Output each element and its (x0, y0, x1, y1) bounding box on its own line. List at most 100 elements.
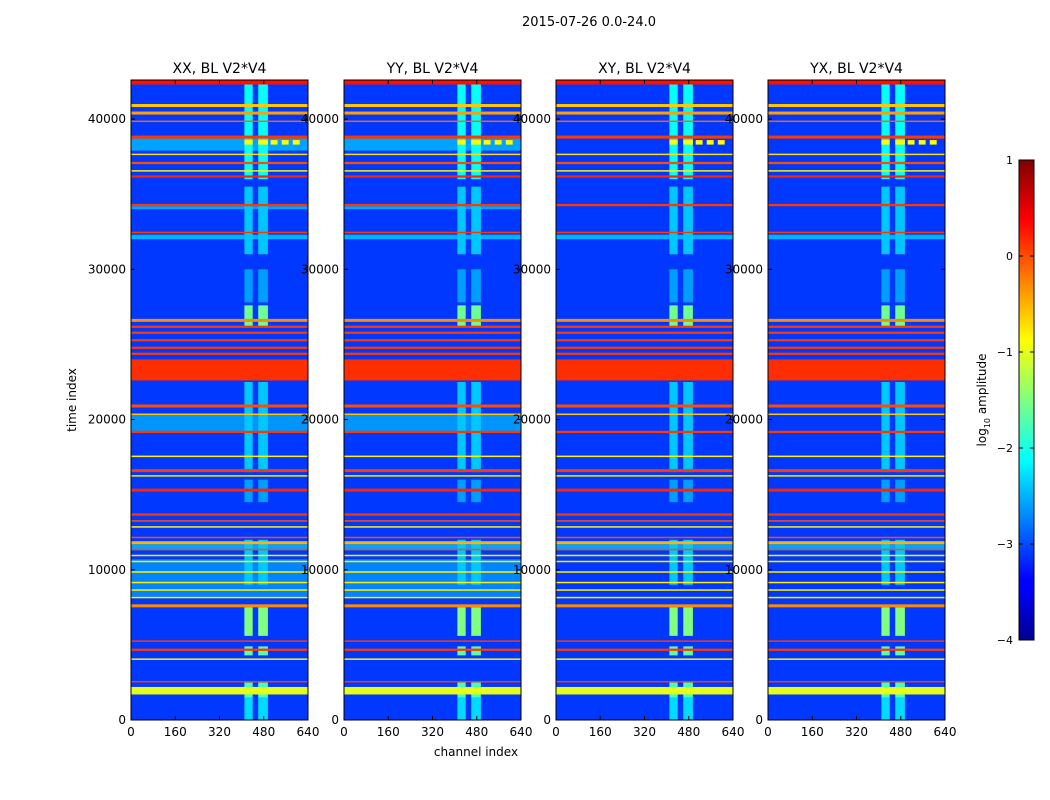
rfi-segment (457, 539, 466, 585)
rfi-row (556, 648, 733, 651)
rfi-segment (881, 305, 890, 327)
y-tick-label: 0 (118, 713, 126, 727)
rfi-row (768, 548, 945, 551)
rfi-segment (683, 186, 693, 255)
rfi-row (344, 604, 521, 608)
rfi-row (556, 346, 733, 349)
rfi-row (131, 318, 308, 322)
panel-yx: YX, BL V2*V4 0 160 320 480 640 0 10000 20000 3000… (725, 61, 957, 739)
rfi-segment (881, 539, 890, 585)
rfi-row (768, 680, 945, 683)
rfi-segment (471, 381, 481, 473)
colorbar-tick-label: −3 (997, 538, 1013, 551)
rfi-row (556, 571, 733, 573)
rfi-row (556, 686, 733, 695)
y-tick-label: 0 (755, 713, 763, 727)
rfi-segment (881, 186, 890, 255)
x-tick-label: 480 (252, 725, 275, 739)
rfi-row (131, 455, 308, 458)
rfi-segment (457, 607, 466, 636)
rfi-segment (258, 381, 268, 473)
rfi-row (768, 161, 945, 165)
rfi-row (768, 325, 945, 328)
faint-band (344, 415, 521, 432)
faint-band (131, 206, 308, 210)
rfi-row (344, 346, 521, 349)
rfi-segment (683, 539, 693, 585)
rfi-row (556, 120, 733, 123)
rfi-row (768, 560, 945, 563)
rfi-row (556, 596, 733, 599)
rfi-segment (258, 140, 268, 145)
heatmap-background (344, 80, 521, 720)
colorbar-tick-label: 1 (1006, 154, 1013, 167)
rfi-row (131, 325, 308, 328)
colorbar-tick-label: −1 (997, 346, 1013, 359)
rfi-row (344, 339, 521, 342)
rfi-segment (895, 381, 905, 473)
rfi-row (768, 339, 945, 342)
rfi-row (556, 455, 733, 458)
rfi-segment (881, 381, 890, 473)
rfi-row (344, 548, 521, 551)
rfi-segment (471, 607, 481, 636)
rfi-row (556, 548, 733, 551)
rfi-row (131, 111, 308, 115)
rfi-segment (258, 697, 268, 720)
panel-title: XY, BL V2*V4 (598, 61, 691, 77)
x-tick-label: 0 (340, 725, 348, 739)
rfi-row (131, 680, 308, 683)
rfi-row (344, 413, 521, 416)
rfi-row (131, 339, 308, 342)
rfi-segment (244, 140, 253, 145)
rfi-row (768, 640, 945, 642)
rfi-row (768, 554, 945, 557)
rfi-segment (706, 140, 714, 145)
rfi-segment (244, 607, 253, 636)
rfi-segment (683, 140, 693, 145)
rfi-row (344, 541, 521, 545)
rfi-row (556, 469, 733, 473)
rfi-row (344, 170, 521, 172)
rfi-row (131, 352, 308, 355)
heatmap-background (556, 80, 733, 720)
rfi-row (344, 658, 521, 660)
y-tick-label: 10000 (725, 563, 763, 577)
rfi-row (344, 589, 521, 591)
rfi-segment (270, 140, 278, 145)
rfi-row (768, 430, 945, 434)
rfi-row (768, 536, 945, 539)
rfi-row (556, 536, 733, 539)
rfi-row (131, 488, 308, 492)
rfi-row (131, 596, 308, 599)
rfi-segment (895, 607, 905, 636)
x-tick-label: 640 (934, 725, 957, 739)
rfi-segment (881, 697, 890, 720)
rfi-segment (895, 697, 905, 720)
rfi-row (131, 560, 308, 563)
colorbar-ticks: 1 0 −1 −2 −3 −4 (997, 154, 1034, 647)
rfi-segment (669, 607, 678, 636)
rfi-row (768, 520, 945, 522)
rfi-row (768, 359, 945, 381)
rfi-segment (683, 697, 693, 720)
rfi-row (768, 120, 945, 123)
rfi-row (768, 658, 945, 660)
y-tick-label: 20000 (301, 413, 339, 427)
rfi-segment (457, 697, 466, 720)
rfi-segment (683, 305, 693, 327)
rfi-row (768, 153, 945, 156)
rfi-segment (669, 305, 678, 327)
rfi-row (344, 686, 521, 695)
rfi-segment (258, 84, 268, 180)
rfi-segment (907, 140, 915, 145)
rfi-row (556, 339, 733, 342)
y-tick-label: 40000 (513, 112, 551, 126)
rfi-segment (471, 84, 481, 180)
rfi-segment (258, 186, 268, 255)
rfi-segment (457, 305, 466, 327)
panel-xx: XX, BL V2*V4 0 160 320 480 640 0 10000 20000 3000… (88, 61, 320, 739)
y-tick-label: 20000 (513, 413, 551, 427)
rfi-segment (669, 186, 678, 255)
rfi-segment (471, 186, 481, 255)
